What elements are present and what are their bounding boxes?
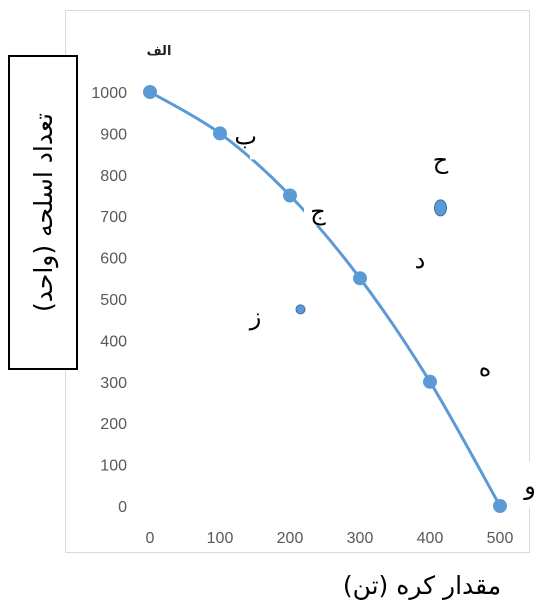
- y-tick-label: 800: [100, 168, 127, 185]
- off-curve-point: [434, 199, 447, 217]
- point-label-bg: [485, 351, 515, 392]
- y-tick-label: 700: [100, 209, 127, 226]
- x-tick-label: 500: [487, 530, 514, 547]
- y-axis-label: تعداد اسلحه (واحد): [28, 113, 58, 312]
- curve-point: [143, 85, 157, 99]
- point-label: د: [415, 246, 426, 274]
- y-tick-labels: 0 100 200 300 400 500 600 700 800 900 1000: [91, 85, 127, 516]
- y-tick-label: 400: [100, 333, 127, 350]
- plot-area: [65, 10, 530, 553]
- point-label: و: [523, 472, 536, 500]
- point-label-bg: [514, 462, 547, 508]
- curve-point: [213, 126, 227, 141]
- off-curve-point: [295, 304, 306, 315]
- point-label: ه: [479, 354, 492, 382]
- x-tick-label: 200: [277, 530, 304, 547]
- point-label-backgrounds: [235, 119, 547, 508]
- y-axis-label-box: تعداد اسلحه (واحد): [8, 55, 78, 370]
- y-tick-label: 300: [100, 375, 127, 392]
- curve-point: [353, 271, 367, 286]
- y-tick-label: 500: [100, 292, 127, 309]
- y-tick-label: 200: [100, 416, 127, 433]
- point-label: ج: [310, 198, 326, 226]
- point-label: ز: [249, 302, 262, 330]
- point-label-bg: [304, 189, 344, 226]
- y-tick-label: 900: [100, 126, 127, 143]
- point-label-bg: [426, 139, 461, 178]
- point-labels: ب ج د ه و ز ح: [234, 122, 535, 500]
- y-tick-label: 0: [118, 499, 127, 516]
- x-tick-label: 400: [417, 530, 444, 547]
- title-background: [143, 38, 175, 60]
- curve-points: [143, 85, 507, 513]
- x-tick-label: 100: [207, 530, 234, 547]
- point-label-bg: [235, 296, 276, 341]
- off-curve-points: [295, 199, 447, 315]
- x-tick-label: 0: [146, 530, 155, 547]
- x-axis-label: مقدار کره (تن): [297, 562, 547, 608]
- x-tick-label: 300: [347, 530, 374, 547]
- curve-point: [423, 374, 437, 389]
- y-tick-label: 1000: [91, 85, 127, 102]
- curve-point: [493, 499, 507, 513]
- curve-point: [283, 188, 297, 203]
- x-tick-labels: 0 100 200 300 400 500: [146, 530, 514, 547]
- chart-title: الف: [147, 44, 172, 59]
- point-label-bg: [420, 244, 452, 285]
- y-tick-label: 600: [100, 251, 127, 268]
- point-label: ب: [234, 122, 257, 150]
- y-tick-label: 100: [100, 458, 127, 475]
- point-label-bg: [250, 119, 292, 160]
- point-label: ح: [433, 146, 449, 174]
